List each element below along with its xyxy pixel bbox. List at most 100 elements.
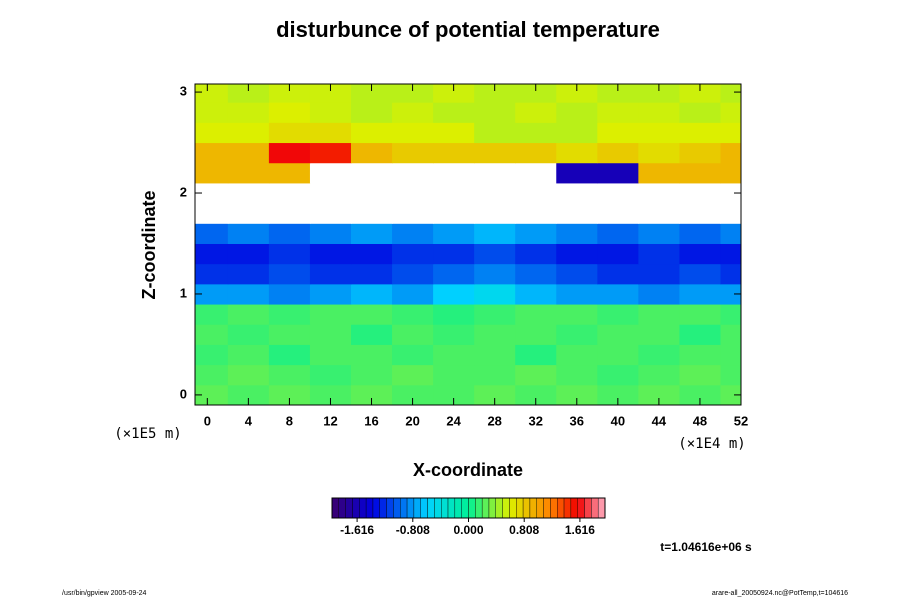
heatmap-cell (556, 304, 598, 325)
colorbar-swatch (475, 497, 483, 519)
heatmap-cell (227, 162, 270, 184)
chart-title: disturbunce of potential temperature (276, 17, 660, 42)
colorbar-swatch (577, 497, 585, 519)
heatmap-cell (515, 142, 557, 164)
heatmap-cell (309, 324, 352, 345)
heatmap-cell (638, 344, 680, 366)
heatmap-cell (474, 182, 516, 204)
heatmap-cell (515, 182, 557, 204)
heatmap-cell (268, 384, 311, 405)
heatmap-cell (227, 203, 270, 224)
colorbar: -1.616 -0.808 0.000 0.808 1.616 (331, 497, 606, 537)
heatmap-cell (720, 243, 741, 265)
colorbar-swatch (502, 497, 510, 519)
heatmap-cell (679, 162, 721, 184)
heatmap-cell (597, 263, 639, 285)
colorbar-swatch (468, 497, 476, 519)
heatmap-cell (351, 263, 393, 285)
x-axis-label: X-coordinate (413, 460, 523, 480)
heatmap-cell (638, 324, 680, 345)
heatmap-cell (268, 84, 311, 103)
heatmap-cell (433, 182, 475, 204)
colorbar-swatch (481, 497, 490, 519)
colorbar-swatch (591, 497, 599, 519)
heatmap-cell (474, 203, 516, 224)
heatmap-cell (515, 84, 557, 103)
heatmap-cell (679, 102, 721, 123)
x-tick-label: 28 (487, 413, 501, 428)
heatmap-cell (638, 243, 680, 265)
heatmap-cell (351, 283, 393, 305)
heatmap-cell (309, 203, 352, 224)
heatmap-cell (556, 203, 598, 224)
heatmap-cell (227, 263, 270, 285)
heatmap-cell (392, 122, 434, 144)
colorbar-swatch (509, 497, 517, 519)
heatmap-cell (268, 122, 311, 144)
heatmap-cell (227, 142, 270, 164)
heatmap-cell (433, 122, 475, 144)
heatmap-cell (195, 243, 229, 265)
heatmap-cell (556, 182, 598, 204)
heatmap-cell (268, 283, 311, 305)
heatmap-cell (268, 344, 311, 366)
y-tick-label: 0 (180, 386, 187, 401)
heatmap-cell (638, 283, 680, 305)
heatmap-cell (556, 84, 598, 103)
heatmap-cell (309, 223, 352, 244)
heatmap-cell (433, 142, 475, 164)
heatmap-cell (556, 102, 598, 123)
heatmap-cell (679, 223, 721, 244)
colorbar-swatch (365, 497, 374, 519)
colorbar-swatch (359, 497, 367, 519)
time-annotation: t=1.04616e+06 s (660, 540, 752, 554)
heatmap-cell (638, 102, 680, 123)
colorbar-swatch (393, 497, 401, 519)
heatmap-cell (474, 263, 516, 285)
heatmap-cell (474, 223, 516, 244)
colorbar-swatch (427, 497, 435, 519)
colorbar-tick-label: -1.616 (340, 523, 374, 537)
heatmap-cell (679, 203, 721, 224)
colorbar-swatch (413, 497, 421, 519)
heatmap-cell (268, 162, 311, 184)
heatmap-cell (309, 344, 352, 366)
colorbar-swatch (563, 497, 572, 519)
x-tick-label: 0 (204, 413, 211, 428)
heatmap-cell (195, 84, 229, 103)
heatmap-cell (309, 162, 352, 184)
heatmap-cell (556, 223, 598, 244)
heatmap-cell (433, 162, 475, 184)
heatmap-cell (195, 223, 229, 244)
heatmap-cell (556, 324, 598, 345)
heatmap-cell (597, 142, 639, 164)
heatmap-cell (556, 283, 598, 305)
heatmap-cell (195, 384, 229, 405)
heatmap-cell (720, 263, 741, 285)
heatmap-cell (679, 283, 721, 305)
heatmap-cell (392, 384, 434, 405)
heatmap-cell (679, 182, 721, 204)
heatmap-cell (309, 364, 352, 386)
heatmap-cell (309, 142, 352, 164)
heatmap-cell (351, 122, 393, 144)
heatmap-cell (597, 344, 639, 366)
heatmap-cell (515, 283, 557, 305)
heatmap-cell (268, 243, 311, 265)
colorbar-swatch (536, 497, 544, 519)
heatmap-cell (227, 324, 270, 345)
x-tick-label: 48 (693, 413, 707, 428)
colorbar-swatch (352, 497, 360, 519)
colorbar-swatch (441, 497, 449, 519)
heatmap-cell (679, 344, 721, 366)
heatmap-cell (597, 102, 639, 123)
x-tick-label: 12 (323, 413, 337, 428)
heatmap-cell (268, 263, 311, 285)
heatmap-cell (597, 243, 639, 265)
x-tick-label: 16 (364, 413, 378, 428)
x-tick-label: 36 (570, 413, 584, 428)
x-tick-label: 24 (446, 413, 461, 428)
heatmap-cell (720, 162, 741, 184)
colorbar-swatch (372, 497, 380, 519)
